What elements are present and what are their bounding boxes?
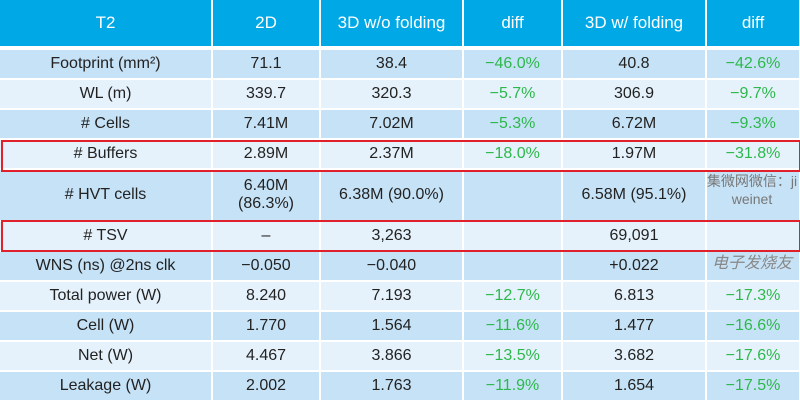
table-cell: −0.040 bbox=[320, 251, 464, 282]
row-label: Net (W) bbox=[0, 341, 213, 372]
table-cell: −0.050 bbox=[212, 251, 321, 282]
table-cell: 1.654 bbox=[562, 371, 707, 402]
table-row: # Buffers 2.89M 2.37M −18.0% 1.97M −31.8% bbox=[0, 139, 800, 170]
table-cell: 339.7 bbox=[212, 79, 321, 110]
row-label: WL (m) bbox=[0, 79, 213, 110]
table-cell: −17.6% bbox=[706, 341, 800, 372]
table-cell: 320.3 bbox=[320, 79, 464, 110]
table-cell: −5.3% bbox=[463, 109, 563, 140]
header-row: T2 2D 3D w/o folding diff 3D w/ folding diff bbox=[0, 0, 800, 50]
row-label: # HVT cells bbox=[0, 169, 213, 222]
table-cell: 1.97M bbox=[562, 139, 707, 170]
row-label: # Cells bbox=[0, 109, 213, 140]
table-cell: −16.6% bbox=[706, 311, 800, 342]
table-cell: 6.38M (90.0%) bbox=[320, 169, 464, 222]
table-cell: 1.477 bbox=[562, 311, 707, 342]
table-cell: −17.3% bbox=[706, 281, 800, 312]
column-header: 2D bbox=[212, 0, 321, 50]
table-cell bbox=[706, 251, 800, 282]
table-cell: −17.5% bbox=[706, 371, 800, 402]
row-label: # TSV bbox=[0, 221, 213, 252]
table-row: Cell (W) 1.770 1.564 −11.6% 1.477 −16.6% bbox=[0, 311, 800, 342]
table-cell bbox=[463, 251, 563, 282]
table-cell: −12.7% bbox=[463, 281, 563, 312]
column-header: 3D w/o folding bbox=[320, 0, 464, 50]
row-label: Cell (W) bbox=[0, 311, 213, 342]
table-cell: 7.193 bbox=[320, 281, 464, 312]
row-label: Leakage (W) bbox=[0, 371, 213, 402]
column-header: diff bbox=[463, 0, 563, 50]
table-cell: 6.40M (86.3%) bbox=[212, 169, 321, 222]
watermark-logo: 电子发烧友 bbox=[711, 255, 792, 272]
table-cell: −31.8% bbox=[706, 139, 800, 170]
column-header: diff bbox=[706, 0, 800, 50]
table-cell: 7.02M bbox=[320, 109, 464, 140]
table-row: WL (m) 339.7 320.3 −5.7% 306.9 −9.7% bbox=[0, 79, 800, 110]
column-header: 3D w/ folding bbox=[562, 0, 707, 50]
table-row: Net (W) 4.467 3.866 −13.5% 3.682 −17.6% bbox=[0, 341, 800, 372]
table-cell: 1.564 bbox=[320, 311, 464, 342]
table-cell: 69,091 bbox=[562, 221, 707, 252]
table-cell: 8.240 bbox=[212, 281, 321, 312]
table-cell: −9.7% bbox=[706, 79, 800, 110]
table-cell: 1.770 bbox=[212, 311, 321, 342]
table-cell: 7.41M bbox=[212, 109, 321, 140]
table-cell: 6.58M (95.1%) bbox=[562, 169, 707, 222]
watermark-text: 集微网微信：jiweinet bbox=[706, 173, 798, 207]
table-cell: 2.002 bbox=[212, 371, 321, 402]
column-header: T2 bbox=[0, 0, 213, 50]
table-row: Total power (W) 8.240 7.193 −12.7% 6.813 −17.… bbox=[0, 281, 800, 312]
row-label: Total power (W) bbox=[0, 281, 213, 312]
table-cell bbox=[706, 169, 800, 222]
table-cell: −18.0% bbox=[463, 139, 563, 170]
table-cell: – bbox=[212, 221, 321, 252]
table-cell: −5.7% bbox=[463, 79, 563, 110]
table-cell: 2.89M bbox=[212, 139, 321, 170]
table-cell: 2.37M bbox=[320, 139, 464, 170]
table-row: Leakage (W) 2.002 1.763 −11.9% 1.654 −17.5% bbox=[0, 371, 800, 402]
table-row: Footprint (mm²) 71.1 38.4 −46.0% 40.8 −42.6% bbox=[0, 48, 800, 80]
row-label: WNS (ns) @2ns clk bbox=[0, 251, 213, 282]
table-cell: 3.866 bbox=[320, 341, 464, 372]
table-cell: −46.0% bbox=[463, 48, 563, 80]
table-cell: −11.6% bbox=[463, 311, 563, 342]
table-cell: 4.467 bbox=[212, 341, 321, 372]
row-label: Footprint (mm²) bbox=[0, 48, 213, 80]
table-cell: 6.813 bbox=[562, 281, 707, 312]
table-cell: 3,263 bbox=[320, 221, 464, 252]
row-label: # Buffers bbox=[0, 139, 213, 170]
table-cell: 40.8 bbox=[562, 48, 707, 80]
table-row: WNS (ns) @2ns clk −0.050 −0.040 +0.022 bbox=[0, 251, 800, 282]
table-cell: +0.022 bbox=[562, 251, 707, 282]
table-cell: 6.72M bbox=[562, 109, 707, 140]
table-row: # HVT cells 6.40M (86.3%) 6.38M (90.0%) 6.5… bbox=[0, 169, 800, 222]
table-cell: 1.763 bbox=[320, 371, 464, 402]
table-cell: 3.682 bbox=[562, 341, 707, 372]
table-cell bbox=[463, 221, 563, 252]
table-row: # TSV –3,263 69,091 bbox=[0, 221, 800, 252]
table-cell bbox=[706, 221, 800, 252]
table-cell: 71.1 bbox=[212, 48, 321, 80]
table-cell: −9.3% bbox=[706, 109, 800, 140]
table-cell: 38.4 bbox=[320, 48, 464, 80]
table-cell: −13.5% bbox=[463, 341, 563, 372]
table-row: # Cells 7.41M 7.02M −5.3% 6.72M −9.3% bbox=[0, 109, 800, 140]
table-cell: 306.9 bbox=[562, 79, 707, 110]
table-cell: −42.6% bbox=[706, 48, 800, 80]
table-cell bbox=[463, 169, 563, 222]
table-cell: −11.9% bbox=[463, 371, 563, 402]
